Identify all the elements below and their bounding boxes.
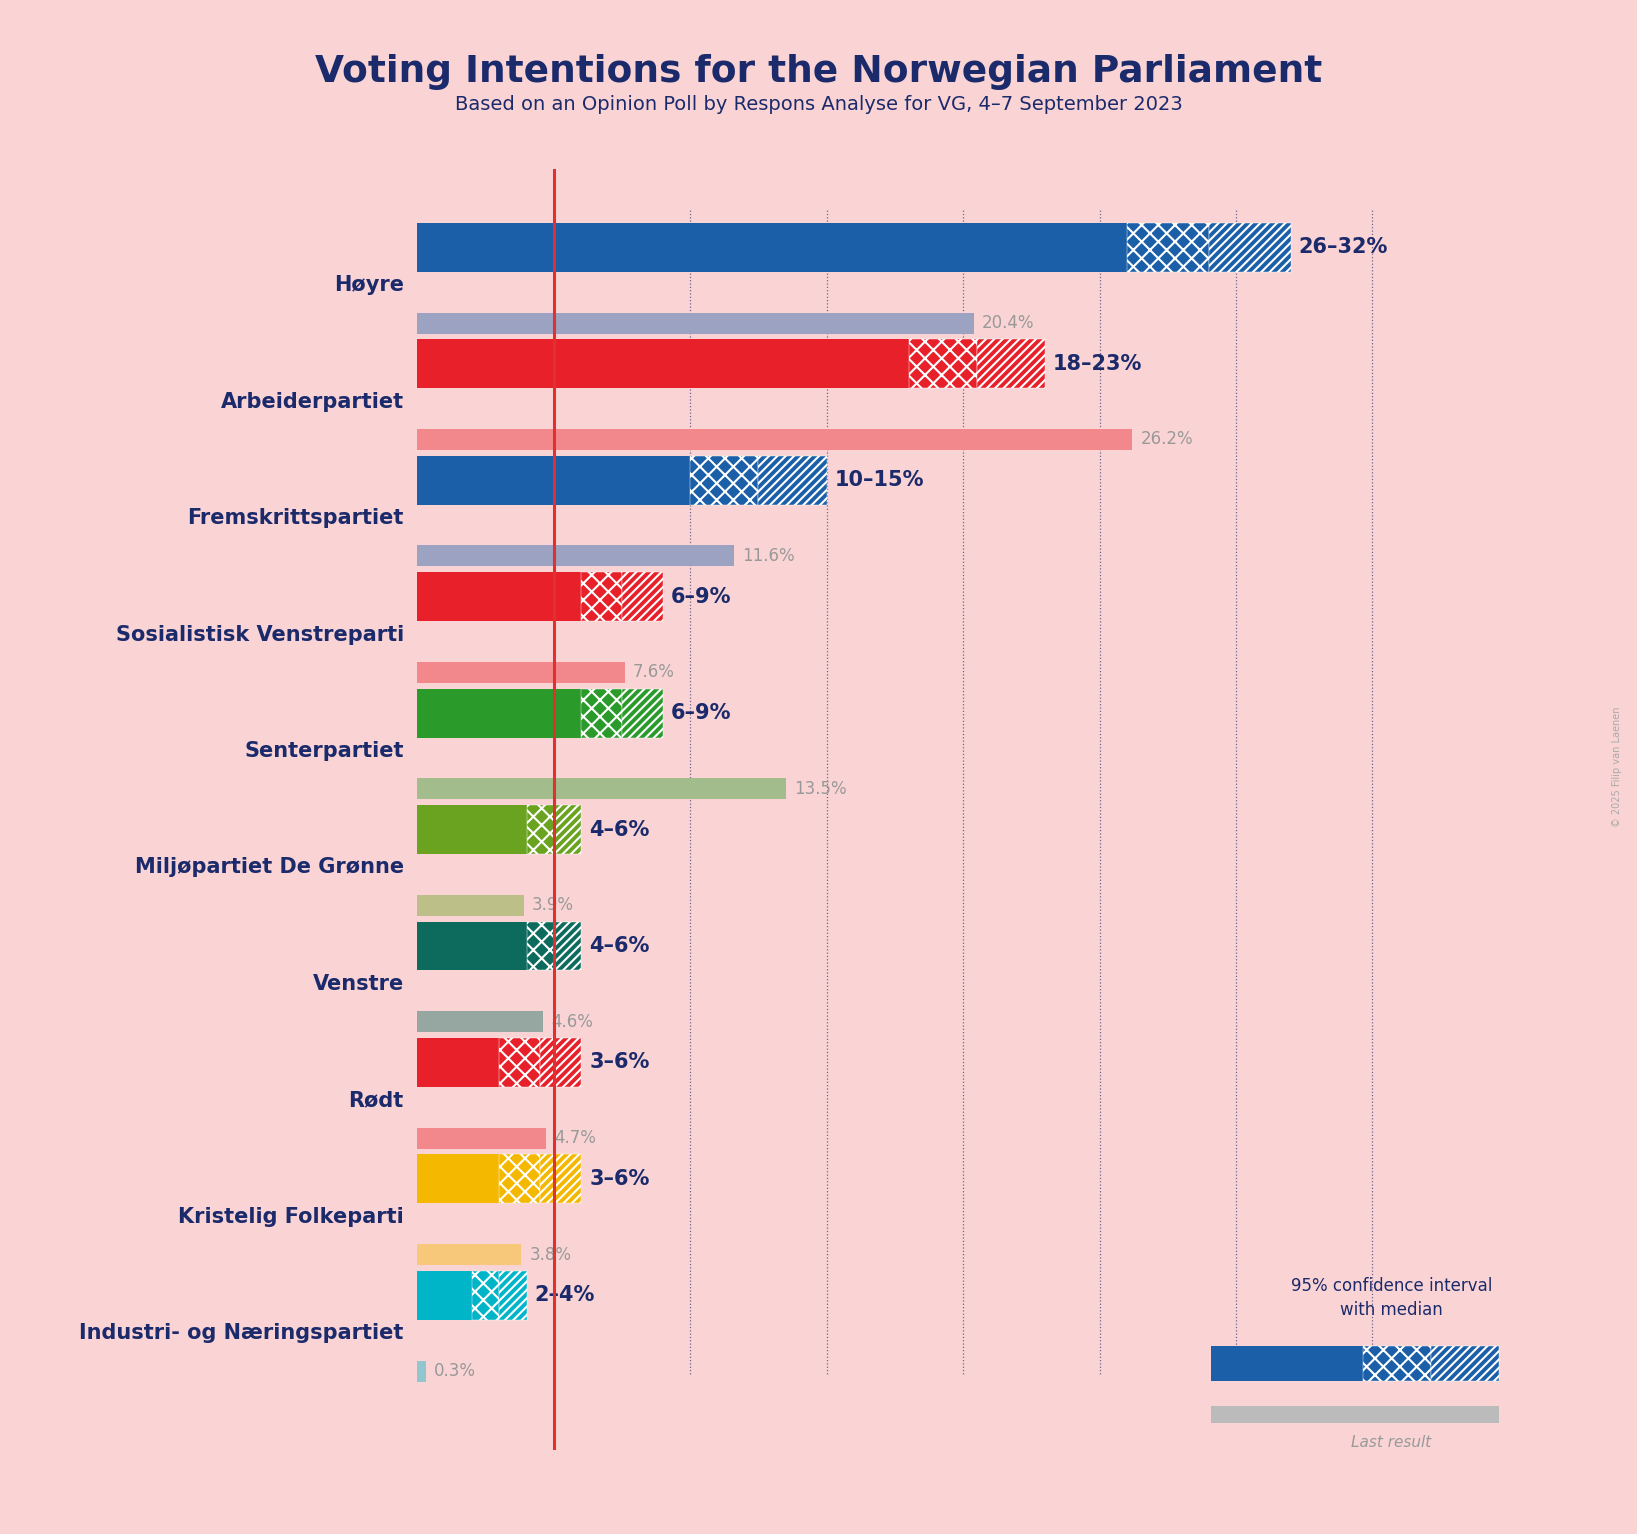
Bar bbox=[417, 546, 733, 566]
Bar bbox=[417, 456, 691, 505]
Bar bbox=[417, 1270, 471, 1319]
Bar bbox=[417, 661, 625, 683]
Bar bbox=[691, 456, 758, 505]
Bar bbox=[417, 1011, 543, 1032]
Text: 7.6%: 7.6% bbox=[634, 663, 674, 681]
Text: 18–23%: 18–23% bbox=[1053, 354, 1143, 374]
Text: 6–9%: 6–9% bbox=[671, 586, 732, 606]
Text: Høyre: Høyre bbox=[334, 275, 404, 295]
Bar bbox=[1211, 1345, 1362, 1381]
Text: Senterpartiet: Senterpartiet bbox=[244, 741, 404, 761]
Text: 20.4%: 20.4% bbox=[982, 314, 1035, 331]
Text: 3.8%: 3.8% bbox=[529, 1246, 571, 1264]
Bar bbox=[417, 1155, 499, 1203]
Text: Arbeiderpartiet: Arbeiderpartiet bbox=[221, 391, 404, 411]
Bar bbox=[1208, 222, 1290, 272]
Bar bbox=[540, 1155, 581, 1203]
Text: Rødt: Rødt bbox=[349, 1091, 404, 1111]
Bar bbox=[417, 922, 527, 971]
Text: Kristelig Folkeparti: Kristelig Folkeparti bbox=[178, 1207, 404, 1227]
Text: 3–6%: 3–6% bbox=[589, 1052, 650, 1072]
Bar bbox=[417, 778, 786, 799]
Text: 4–6%: 4–6% bbox=[589, 819, 650, 839]
Bar bbox=[581, 689, 622, 738]
Text: Miljøpartiet De Grønne: Miljøpartiet De Grønne bbox=[134, 858, 404, 877]
Text: 4–6%: 4–6% bbox=[589, 936, 650, 956]
Bar bbox=[1211, 1405, 1499, 1424]
Text: 3–6%: 3–6% bbox=[589, 1169, 650, 1189]
Bar bbox=[417, 1039, 499, 1088]
Text: 95% confidence interval
with median: 95% confidence interval with median bbox=[1290, 1278, 1493, 1319]
Bar bbox=[758, 456, 827, 505]
Bar bbox=[527, 805, 553, 854]
Text: 4.7%: 4.7% bbox=[553, 1129, 596, 1147]
Text: 26–32%: 26–32% bbox=[1298, 238, 1388, 258]
Bar bbox=[1431, 1345, 1499, 1381]
Bar bbox=[417, 313, 974, 333]
Text: 3.9%: 3.9% bbox=[532, 896, 575, 914]
Text: Venstre: Venstre bbox=[313, 974, 404, 994]
Bar bbox=[553, 805, 581, 854]
Bar bbox=[417, 339, 909, 388]
Bar bbox=[909, 339, 977, 388]
Bar bbox=[417, 805, 527, 854]
Bar bbox=[417, 1361, 426, 1382]
Text: Last result: Last result bbox=[1351, 1434, 1432, 1450]
Text: 10–15%: 10–15% bbox=[835, 471, 925, 491]
Bar bbox=[499, 1270, 527, 1319]
Text: 26.2%: 26.2% bbox=[1141, 431, 1193, 448]
Bar bbox=[417, 689, 581, 738]
Bar bbox=[540, 1039, 581, 1088]
Bar bbox=[417, 572, 581, 621]
Bar bbox=[417, 222, 1126, 272]
Text: 2–4%: 2–4% bbox=[535, 1285, 596, 1305]
Text: Voting Intentions for the Norwegian Parliament: Voting Intentions for the Norwegian Parl… bbox=[314, 54, 1323, 89]
Text: 13.5%: 13.5% bbox=[794, 779, 846, 798]
Bar bbox=[622, 689, 663, 738]
Text: 0.3%: 0.3% bbox=[434, 1362, 476, 1381]
Text: 11.6%: 11.6% bbox=[742, 548, 794, 565]
Bar bbox=[417, 1244, 521, 1266]
Text: 4.6%: 4.6% bbox=[552, 1012, 593, 1031]
Bar bbox=[499, 1155, 540, 1203]
Bar bbox=[581, 572, 622, 621]
Bar bbox=[1126, 222, 1208, 272]
Bar bbox=[471, 1270, 499, 1319]
Bar bbox=[1362, 1345, 1431, 1381]
Text: Fremskrittspartiet: Fremskrittspartiet bbox=[187, 508, 404, 528]
Bar bbox=[417, 430, 1133, 449]
Text: Sosialistisk Venstreparti: Sosialistisk Venstreparti bbox=[116, 624, 404, 644]
Bar bbox=[417, 894, 524, 916]
Bar bbox=[553, 922, 581, 971]
Text: Industri- og Næringspartiet: Industri- og Næringspartiet bbox=[80, 1324, 404, 1344]
Bar bbox=[499, 1039, 540, 1088]
Bar bbox=[977, 339, 1044, 388]
Bar bbox=[417, 1127, 545, 1149]
Text: Based on an Opinion Poll by Respons Analyse for VG, 4–7 September 2023: Based on an Opinion Poll by Respons Anal… bbox=[455, 95, 1182, 114]
Bar bbox=[622, 572, 663, 621]
Text: 6–9%: 6–9% bbox=[671, 703, 732, 723]
Text: © 2025 Filip van Laenen: © 2025 Filip van Laenen bbox=[1612, 707, 1622, 827]
Bar bbox=[527, 922, 553, 971]
